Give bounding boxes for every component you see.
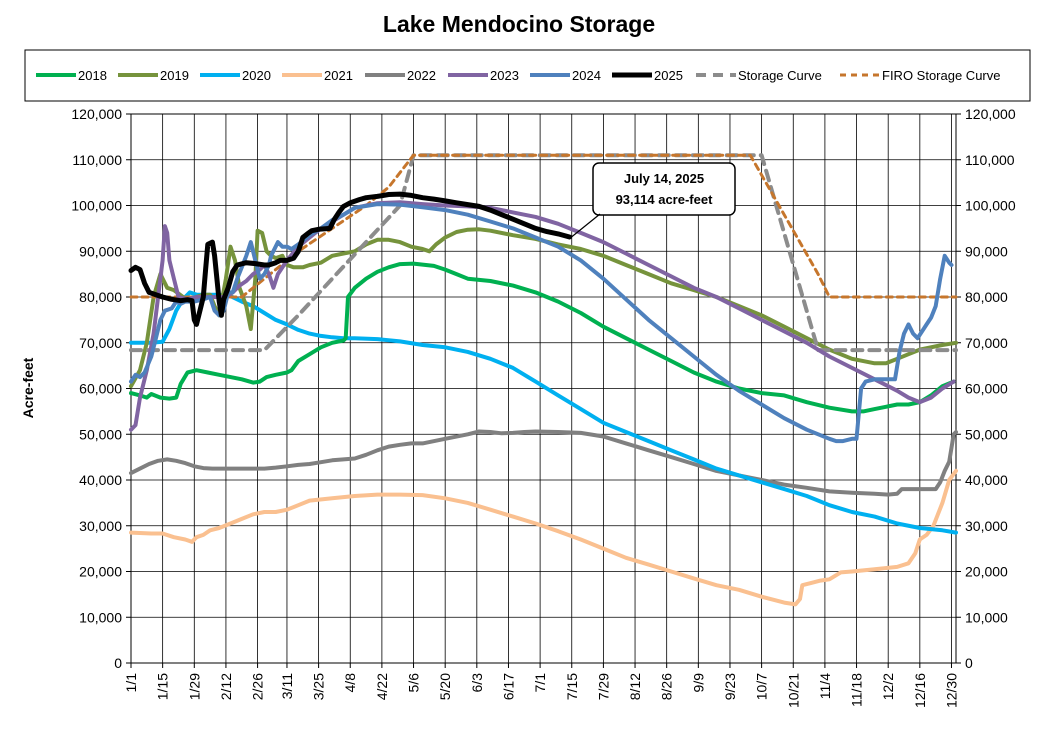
- legend-label: FIRO Storage Curve: [882, 68, 1001, 83]
- series-line-2023: [129, 200, 956, 432]
- x-tick-label: 1/1: [123, 673, 139, 693]
- annotation: July 14, 2025 93,114 acre-feet: [571, 162, 736, 238]
- y-axis-label: Acre-feet: [20, 357, 36, 418]
- x-tick-label: 7/29: [595, 673, 611, 700]
- y-tick-label: 80,000: [79, 289, 122, 305]
- series-line-2021: [129, 468, 958, 607]
- x-tick-label: 4/8: [342, 673, 358, 693]
- annotation-box: [592, 162, 736, 216]
- series-line-2020: [129, 290, 958, 535]
- x-tick-label: 2/12: [218, 673, 234, 700]
- y-tick-label-right: 120,000: [965, 106, 1016, 122]
- series-line-firo-storage-curve: [129, 153, 958, 299]
- series-line-2022: [129, 429, 958, 497]
- series-line-2018: [129, 261, 956, 414]
- legend-label: 2023: [490, 68, 519, 83]
- annotation-pointer: [571, 213, 601, 238]
- y-tick-label: 90,000: [79, 243, 122, 259]
- x-tick-label: 2/26: [250, 673, 266, 700]
- series-line-2025: [128, 191, 572, 327]
- y-tick-label-right: 110,000: [965, 152, 1015, 168]
- chart-title: Lake Mendocino Storage: [383, 11, 655, 37]
- x-tick-label: 10/7: [754, 673, 770, 700]
- annotation-value: 93,114 acre-feet: [616, 192, 714, 207]
- y-tick-label: 70,000: [79, 335, 122, 351]
- x-tick-label: 1/15: [155, 673, 171, 700]
- y-axis-right: 0 10,000 20,000 30,000 40,000 50,000 60,000 70,…: [956, 106, 1016, 671]
- y-axis-left: 0 10,000 20,000 30,000 40,000 50,000 60,000 70,…: [71, 106, 131, 671]
- x-tick-label: 3/11: [279, 673, 295, 699]
- legend-label: 2024: [572, 68, 601, 83]
- y-tick-label: 40,000: [79, 472, 122, 488]
- legend-label: 2021: [324, 68, 353, 83]
- x-tick-label: 8/12: [627, 673, 643, 700]
- y-tick-label-right: 80,000: [965, 289, 1008, 305]
- x-tick-label: 12/16: [912, 673, 928, 708]
- legend: 2018 2019 2020 2021 2022 2023 2024 2025 Storage …: [36, 68, 1001, 83]
- x-tick-label: 12/2: [880, 673, 896, 700]
- y-tick-label-right: 100,000: [965, 198, 1016, 214]
- x-axis: 1/1 1/15 1/29 2/12 2/26 3/11 3/25 4/8 4/22 5/6 5/2…: [123, 663, 959, 708]
- series-layer: [128, 153, 958, 607]
- y-tick-label: 110,000: [72, 152, 122, 168]
- x-tick-label: 5/6: [406, 673, 422, 693]
- legend-label: 2025: [654, 68, 683, 83]
- legend-label: 2020: [242, 68, 271, 83]
- x-tick-label: 10/21: [785, 673, 801, 708]
- y-tick-label: 50,000: [79, 426, 122, 442]
- y-tick-label-right: 60,000: [965, 381, 1008, 397]
- x-tick-label: 5/20: [437, 673, 453, 700]
- y-tick-label-right: 10,000: [965, 609, 1008, 625]
- y-tick-label: 60,000: [79, 381, 122, 397]
- y-tick-label: 0: [114, 655, 122, 671]
- legend-label: 2019: [160, 68, 189, 83]
- legend-label: 2022: [407, 68, 436, 83]
- y-tick-label-right: 20,000: [965, 564, 1008, 580]
- x-tick-label: 12/30: [943, 673, 959, 708]
- y-tick-label: 10,000: [79, 609, 122, 625]
- x-tick-label: 3/25: [311, 673, 327, 700]
- legend-label: 2018: [78, 68, 107, 83]
- x-tick-label: 1/29: [186, 673, 202, 700]
- annotation-date: July 14, 2025: [624, 171, 704, 186]
- y-tick-label: 100,000: [71, 198, 122, 214]
- y-tick-label: 30,000: [79, 518, 122, 534]
- x-tick-label: 11/4: [817, 673, 833, 699]
- x-tick-label: 7/1: [532, 673, 548, 693]
- y-tick-label: 120,000: [71, 106, 122, 122]
- y-tick-label-right: 50,000: [965, 426, 1008, 442]
- x-tick-label: 8/26: [659, 673, 675, 700]
- y-tick-label-right: 0: [965, 655, 973, 671]
- x-tick-label: 9/9: [690, 673, 706, 693]
- series-line-storage-curve: [129, 153, 958, 353]
- series-line-2024: [129, 202, 954, 444]
- legend-label: Storage Curve: [738, 68, 822, 83]
- y-tick-label: 20,000: [79, 564, 122, 580]
- x-tick-label: 4/22: [374, 673, 390, 700]
- x-tick-label: 6/3: [469, 673, 485, 693]
- x-tick-label: 11/18: [849, 673, 865, 707]
- x-tick-label: 9/23: [722, 673, 738, 700]
- y-tick-label-right: 70,000: [965, 335, 1008, 351]
- x-tick-label: 6/17: [500, 673, 516, 700]
- y-tick-label-right: 40,000: [965, 472, 1008, 488]
- y-tick-label-right: 90,000: [965, 243, 1008, 259]
- x-tick-label: 7/15: [564, 673, 580, 700]
- y-tick-label-right: 30,000: [965, 518, 1008, 534]
